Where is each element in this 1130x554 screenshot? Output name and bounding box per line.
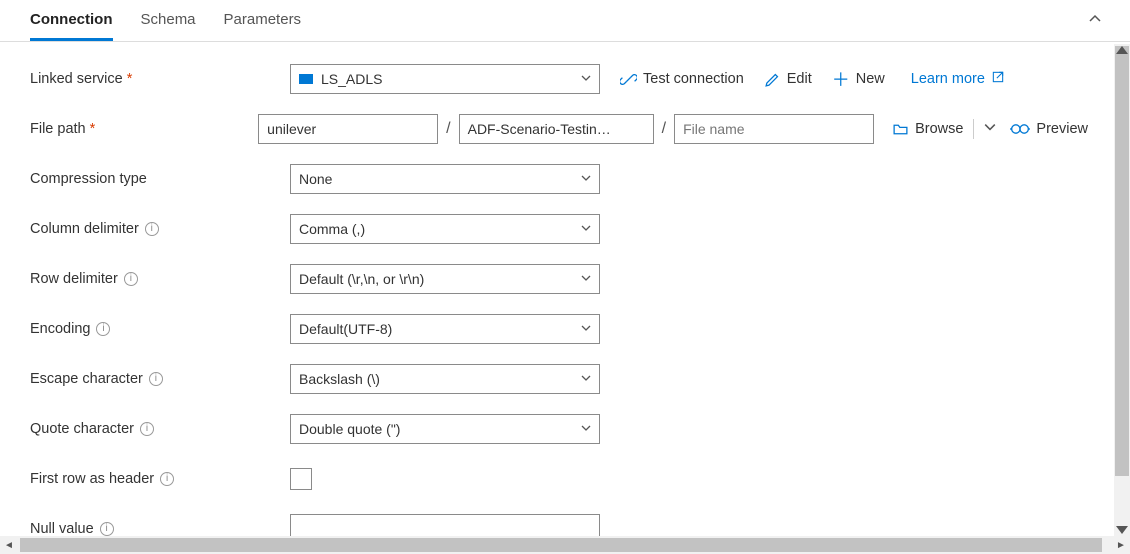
quote-character-value: Double quote (") [299,421,400,437]
external-link-icon [991,70,1005,88]
edit-button[interactable]: Edit [764,71,812,88]
chevron-down-icon [581,373,591,386]
scroll-up-arrow-icon[interactable] [1116,46,1128,54]
file-path-container-value: unilever [267,121,316,137]
escape-character-value: Backslash (\) [299,371,380,387]
tab-bar: Connection Schema Parameters [0,0,1130,42]
tab-schema[interactable]: Schema [141,1,196,41]
row-delimiter-select[interactable]: Default (\r,\n, or \r\n) [290,264,600,294]
browse-dropdown[interactable] [984,121,996,137]
required-asterisk: * [90,121,96,137]
required-asterisk: * [127,71,133,87]
divider [973,119,974,139]
encoding-select[interactable]: Default(UTF-8) [290,314,600,344]
preview-data-button[interactable]: Preview [1010,121,1088,137]
path-separator: / [446,120,450,138]
new-label: New [856,71,885,87]
chevron-down-icon [581,323,591,336]
label-null-value: Null value [30,521,94,536]
scroll-left-arrow-icon[interactable]: ◄ [0,540,18,551]
browse-label: Browse [915,121,963,137]
horizontal-scrollbar[interactable]: ◄ ► [0,536,1130,554]
file-path-directory-value: ADF-Scenario-Testin… [468,121,611,137]
linked-service-select[interactable]: LS_ADLS [290,64,600,94]
vertical-scrollbar[interactable] [1114,44,1130,536]
info-icon[interactable]: i [124,272,138,286]
learn-more-label: Learn more [911,71,985,87]
chevron-down-icon [581,223,591,236]
path-separator: / [662,120,666,138]
label-file-path: File path [30,121,86,137]
label-compression-type: Compression type [30,171,147,187]
info-icon[interactable]: i [140,422,154,436]
label-first-row-header: First row as header [30,471,154,487]
chevron-down-icon [581,173,591,186]
linked-service-icon [299,74,313,84]
browse-button[interactable]: Browse [892,121,963,138]
label-escape-character: Escape character [30,371,143,387]
edit-label: Edit [787,71,812,87]
null-value-input[interactable] [290,514,600,536]
info-icon[interactable]: i [96,322,110,336]
info-icon[interactable]: i [149,372,163,386]
file-path-filename-input[interactable]: File name [674,114,874,144]
scroll-down-arrow-icon[interactable] [1116,526,1128,534]
label-linked-service: Linked service [30,71,123,87]
column-delimiter-value: Comma (,) [299,221,365,237]
linked-service-value: LS_ADLS [321,71,382,87]
label-encoding: Encoding [30,321,90,337]
vertical-scroll-thumb[interactable] [1115,46,1129,476]
horizontal-scroll-thumb[interactable] [20,538,1102,552]
file-path-filename-placeholder: File name [683,121,744,137]
chevron-down-icon [581,73,591,86]
info-icon[interactable]: i [100,522,114,536]
test-connection-label: Test connection [643,71,744,87]
new-button[interactable]: ＋ New [832,66,885,92]
preview-label: Preview [1036,121,1088,137]
connection-panel: Linked service * LS_ADLS Test connection [0,44,1118,536]
chevron-down-icon [581,423,591,436]
scroll-right-arrow-icon[interactable]: ► [1112,540,1130,551]
file-path-container-input[interactable]: unilever [258,114,438,144]
learn-more-link[interactable]: Learn more [911,70,1005,88]
info-icon[interactable]: i [160,472,174,486]
escape-character-select[interactable]: Backslash (\) [290,364,600,394]
info-icon[interactable]: i [145,222,159,236]
chevron-down-icon [581,273,591,286]
label-quote-character: Quote character [30,421,134,437]
column-delimiter-select[interactable]: Comma (,) [290,214,600,244]
label-row-delimiter: Row delimiter [30,271,118,287]
tab-connection[interactable]: Connection [30,1,113,41]
first-row-header-checkbox[interactable] [290,468,312,490]
quote-character-select[interactable]: Double quote (") [290,414,600,444]
label-column-delimiter: Column delimiter [30,221,139,237]
compression-type-select[interactable]: None [290,164,600,194]
file-path-directory-input[interactable]: ADF-Scenario-Testin… [459,114,654,144]
row-delimiter-value: Default (\r,\n, or \r\n) [299,271,424,287]
test-connection-button[interactable]: Test connection [620,71,744,88]
compression-type-value: None [299,171,332,187]
tab-parameters[interactable]: Parameters [224,1,302,41]
encoding-value: Default(UTF-8) [299,321,392,337]
plus-icon: ＋ [832,66,850,92]
collapse-caret-icon[interactable] [1088,12,1102,29]
